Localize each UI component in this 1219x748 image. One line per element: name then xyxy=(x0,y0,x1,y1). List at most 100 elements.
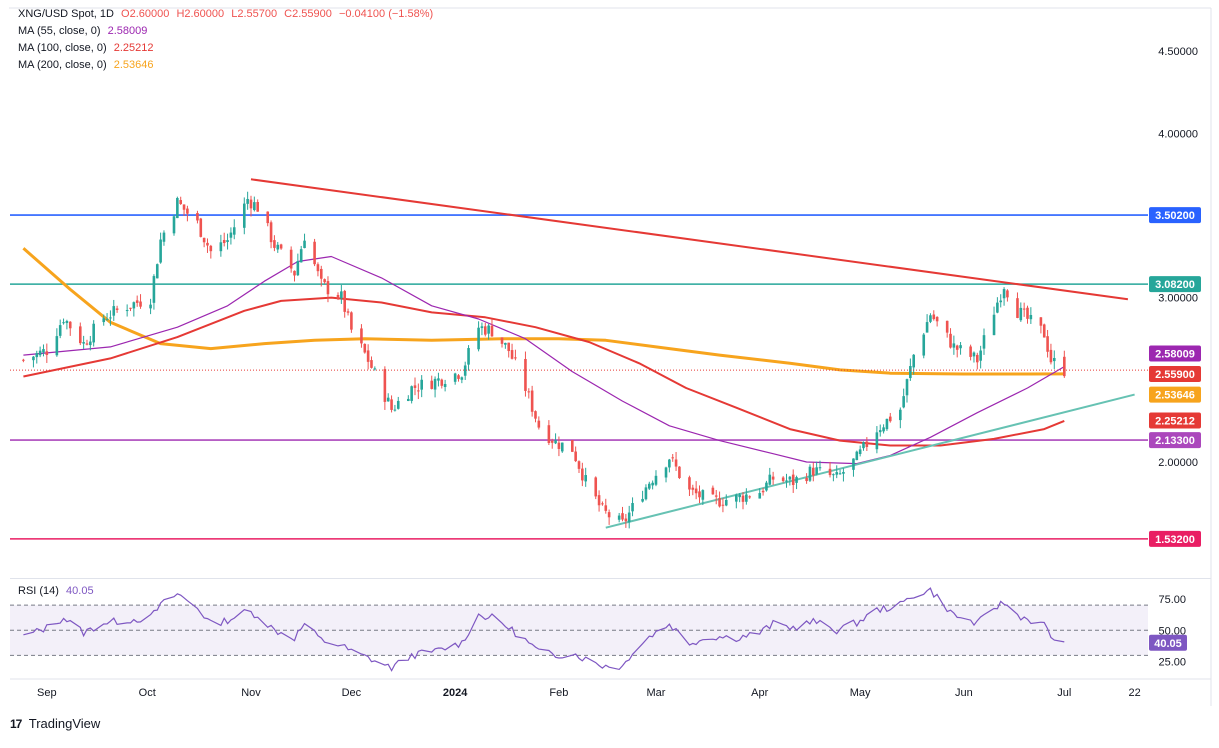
candle-body xyxy=(162,232,166,242)
candle xyxy=(741,492,745,510)
candle-body xyxy=(420,379,423,390)
ma100-legend[interactable]: MA (100, close, 0) 2.25212 xyxy=(18,40,433,57)
candle-body xyxy=(664,467,668,478)
candle-body xyxy=(155,264,159,279)
candle xyxy=(407,395,410,402)
candle xyxy=(1029,307,1033,324)
candle xyxy=(768,467,772,486)
candle xyxy=(855,450,859,461)
candle xyxy=(992,306,996,336)
candle-body xyxy=(340,291,343,299)
rsi-value: 40.05 xyxy=(66,585,94,597)
candle xyxy=(641,490,644,503)
candle xyxy=(771,471,775,485)
candle xyxy=(55,328,59,357)
candle-body xyxy=(182,204,186,210)
candle xyxy=(105,313,109,321)
candle xyxy=(922,332,926,359)
candle-body xyxy=(1042,324,1046,338)
candle xyxy=(386,393,390,402)
level-badge-bg xyxy=(1149,530,1201,547)
candle-body xyxy=(855,451,859,461)
level-badge-bg xyxy=(1149,207,1201,224)
tradingview-brand[interactable]: 17 TradingView xyxy=(10,716,100,731)
candle-body xyxy=(557,442,561,449)
candle-body xyxy=(912,354,916,368)
candle-body xyxy=(457,375,460,379)
candle xyxy=(420,375,423,398)
candle xyxy=(955,344,959,358)
candle xyxy=(547,420,551,446)
candle xyxy=(206,238,209,253)
candle-body xyxy=(132,302,136,309)
candle-body xyxy=(507,342,511,352)
candle-body xyxy=(360,328,363,344)
candle-body xyxy=(407,398,410,402)
candle xyxy=(1049,343,1053,365)
time-tick-label: May xyxy=(850,687,871,699)
candle-body xyxy=(196,213,199,221)
candle xyxy=(366,344,370,370)
candle xyxy=(969,344,972,361)
time-tick-label: 2024 xyxy=(443,687,468,699)
current-value-badge: 2.25212 xyxy=(1155,416,1195,428)
candle xyxy=(852,458,855,477)
ma200-legend[interactable]: MA (200, close, 0) 2.53646 xyxy=(18,57,433,74)
candle-body xyxy=(738,494,741,498)
candle-body xyxy=(299,249,303,263)
candle xyxy=(1022,302,1026,317)
candle-body xyxy=(560,442,564,452)
candle-body xyxy=(996,302,999,313)
candle xyxy=(253,196,256,212)
candle xyxy=(902,388,905,409)
ma55-legend[interactable]: MA (55, close, 0) 2.58009 xyxy=(18,23,433,40)
candle-body xyxy=(577,461,581,469)
candle-body xyxy=(350,312,353,330)
candle xyxy=(557,436,561,457)
candle xyxy=(132,301,136,317)
candle-body xyxy=(524,358,527,391)
candle-body xyxy=(1049,349,1053,363)
ma200-line xyxy=(22,247,1065,376)
candle-body xyxy=(668,459,671,468)
candle xyxy=(289,246,293,273)
candle-body xyxy=(256,201,259,212)
candle-body xyxy=(209,245,213,252)
candle xyxy=(664,466,668,483)
candle-body xyxy=(691,487,695,490)
candle xyxy=(647,481,651,490)
candle xyxy=(912,353,916,375)
candle xyxy=(477,321,480,352)
candle xyxy=(999,294,1003,308)
candle-body xyxy=(688,477,691,490)
rsi-legend[interactable]: RSI (14) 40.05 xyxy=(18,585,94,597)
high-value: H2.60000 xyxy=(176,8,225,20)
symbol-label: XNG/USD Spot, 1D xyxy=(18,8,114,20)
current-value-badge-bg xyxy=(1149,412,1201,429)
candle xyxy=(62,318,65,325)
candle xyxy=(724,494,728,507)
candle-body xyxy=(78,326,82,344)
candle xyxy=(584,467,587,487)
candle-body xyxy=(808,466,812,481)
candle-body xyxy=(199,218,203,237)
time-tick-label: Dec xyxy=(342,687,362,699)
candle xyxy=(617,512,621,523)
level-badge: 1.53200 xyxy=(1155,534,1195,546)
level-badge: 3.50200 xyxy=(1155,210,1195,222)
candle-body xyxy=(1039,317,1043,326)
candle xyxy=(443,379,447,392)
candle-body xyxy=(467,348,470,365)
candle-body xyxy=(433,378,437,390)
candle xyxy=(597,490,601,512)
candle-body xyxy=(547,425,551,444)
candle-body xyxy=(440,379,444,386)
candle xyxy=(139,294,142,309)
candle-body xyxy=(279,244,283,249)
candle xyxy=(507,342,511,358)
candle xyxy=(627,505,631,529)
candle xyxy=(885,418,889,431)
candle xyxy=(721,498,725,513)
candle xyxy=(159,232,162,264)
